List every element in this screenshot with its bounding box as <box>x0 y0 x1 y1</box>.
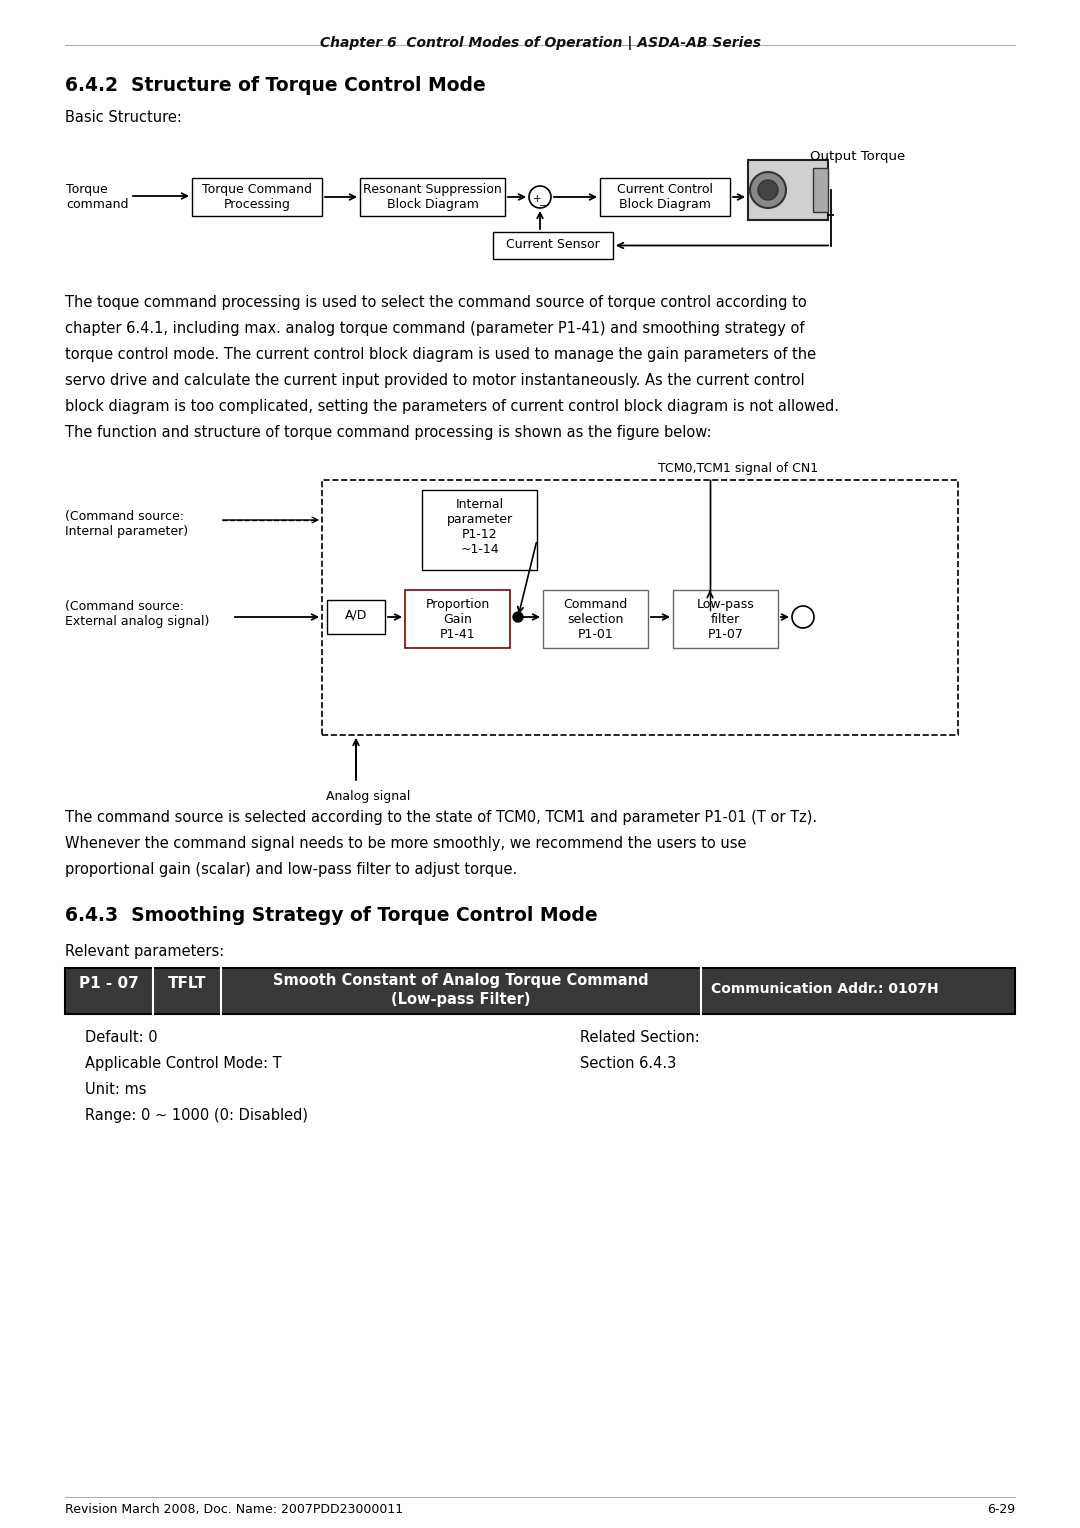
Bar <box>673 590 778 648</box>
Text: P1-12
~1-14: P1-12 ~1-14 <box>460 529 499 556</box>
Circle shape <box>529 186 551 208</box>
Text: torque control mode. The current control block diagram is used to manage the gai: torque control mode. The current control… <box>65 347 816 362</box>
Text: (Command source:
Internal parameter): (Command source: Internal parameter) <box>65 510 188 538</box>
Text: 6.4.2  Structure of Torque Control Mode: 6.4.2 Structure of Torque Control Mode <box>65 76 486 95</box>
Text: Chapter 6  Control Modes of Operation | ASDA-AB Series: Chapter 6 Control Modes of Operation | A… <box>320 37 760 50</box>
Circle shape <box>792 607 814 628</box>
Text: TCM0,TCM1 signal of CN1: TCM0,TCM1 signal of CN1 <box>658 461 819 475</box>
Text: Internal
parameter: Internal parameter <box>446 498 513 526</box>
Text: P1-41: P1-41 <box>440 628 475 642</box>
Text: Unit: ms: Unit: ms <box>85 1082 147 1097</box>
Circle shape <box>750 173 786 208</box>
Bar <box>192 177 322 215</box>
Bar <box>405 590 510 648</box>
Bar <box>748 160 828 220</box>
Bar <box>492 232 613 260</box>
Text: Analog signal: Analog signal <box>326 790 410 804</box>
Text: Relevant parameters:: Relevant parameters: <box>65 944 225 960</box>
Text: 6.4.3  Smoothing Strategy of Torque Control Mode: 6.4.3 Smoothing Strategy of Torque Contr… <box>65 906 597 924</box>
Text: Torque
command: Torque command <box>66 183 129 211</box>
Text: Command
selection: Command selection <box>564 597 627 626</box>
Bar <box>813 168 828 212</box>
Text: Proportion
Gain: Proportion Gain <box>426 597 489 626</box>
Text: (Low-pass Filter): (Low-pass Filter) <box>391 992 530 1007</box>
Text: Basic Structure:: Basic Structure: <box>65 110 181 125</box>
Text: Current Sensor: Current Sensor <box>507 238 599 251</box>
Text: The command source is selected according to the state of TCM0, TCM1 and paramete: The command source is selected according… <box>65 810 818 825</box>
Circle shape <box>513 613 523 622</box>
Text: P1-01: P1-01 <box>578 628 613 642</box>
Text: Resonant Suppression
Block Diagram: Resonant Suppression Block Diagram <box>363 183 502 211</box>
Bar <box>543 590 648 648</box>
Bar <box>360 177 505 215</box>
Bar <box>327 601 384 634</box>
Text: A/D: A/D <box>345 610 367 622</box>
Text: Applicable Control Mode: T: Applicable Control Mode: T <box>85 1056 282 1071</box>
Bar <box>422 490 537 570</box>
Text: Range: 0 ~ 1000 (0: Disabled): Range: 0 ~ 1000 (0: Disabled) <box>85 1108 308 1123</box>
Text: Related Section:: Related Section: <box>580 1030 700 1045</box>
Text: proportional gain (scalar) and low-pass filter to adjust torque.: proportional gain (scalar) and low-pass … <box>65 862 517 877</box>
Text: Default: 0: Default: 0 <box>85 1030 158 1045</box>
Text: +: + <box>532 194 541 205</box>
Text: Torque Command
Processing: Torque Command Processing <box>202 183 312 211</box>
Bar <box>600 177 730 215</box>
Text: Section 6.4.3: Section 6.4.3 <box>580 1056 676 1071</box>
Text: Output Torque: Output Torque <box>810 150 905 163</box>
Bar <box>322 480 958 735</box>
Text: Smooth Constant of Analog Torque Command: Smooth Constant of Analog Torque Command <box>273 973 649 989</box>
Text: Low-pass
filter: Low-pass filter <box>697 597 754 626</box>
Text: The function and structure of torque command processing is shown as the figure b: The function and structure of torque com… <box>65 425 712 440</box>
Text: Whenever the command signal needs to be more smoothly, we recommend the users to: Whenever the command signal needs to be … <box>65 836 746 851</box>
Text: The toque command processing is used to select the command source of torque cont: The toque command processing is used to … <box>65 295 807 310</box>
Bar <box>65 969 1015 1015</box>
Text: TFLT: TFLT <box>167 976 206 992</box>
Text: block diagram is too complicated, setting the parameters of current control bloc: block diagram is too complicated, settin… <box>65 399 839 414</box>
Text: servo drive and calculate the current input provided to motor instantaneously. A: servo drive and calculate the current in… <box>65 373 805 388</box>
Text: Revision March 2008, Doc. Name: 2007PDD23000011: Revision March 2008, Doc. Name: 2007PDD2… <box>65 1504 403 1516</box>
Text: −: − <box>539 202 548 211</box>
Text: Current Control
Block Diagram: Current Control Block Diagram <box>617 183 713 211</box>
Text: chapter 6.4.1, including max. analog torque command (parameter P1-41) and smooth: chapter 6.4.1, including max. analog tor… <box>65 321 805 336</box>
Text: Communication Addr.: 0107H: Communication Addr.: 0107H <box>711 983 939 996</box>
Circle shape <box>758 180 778 200</box>
Text: P1 - 07: P1 - 07 <box>79 976 139 992</box>
Text: (Command source:
External analog signal): (Command source: External analog signal) <box>65 601 210 628</box>
Text: P1-07: P1-07 <box>707 628 743 642</box>
Text: 6-29: 6-29 <box>987 1504 1015 1516</box>
